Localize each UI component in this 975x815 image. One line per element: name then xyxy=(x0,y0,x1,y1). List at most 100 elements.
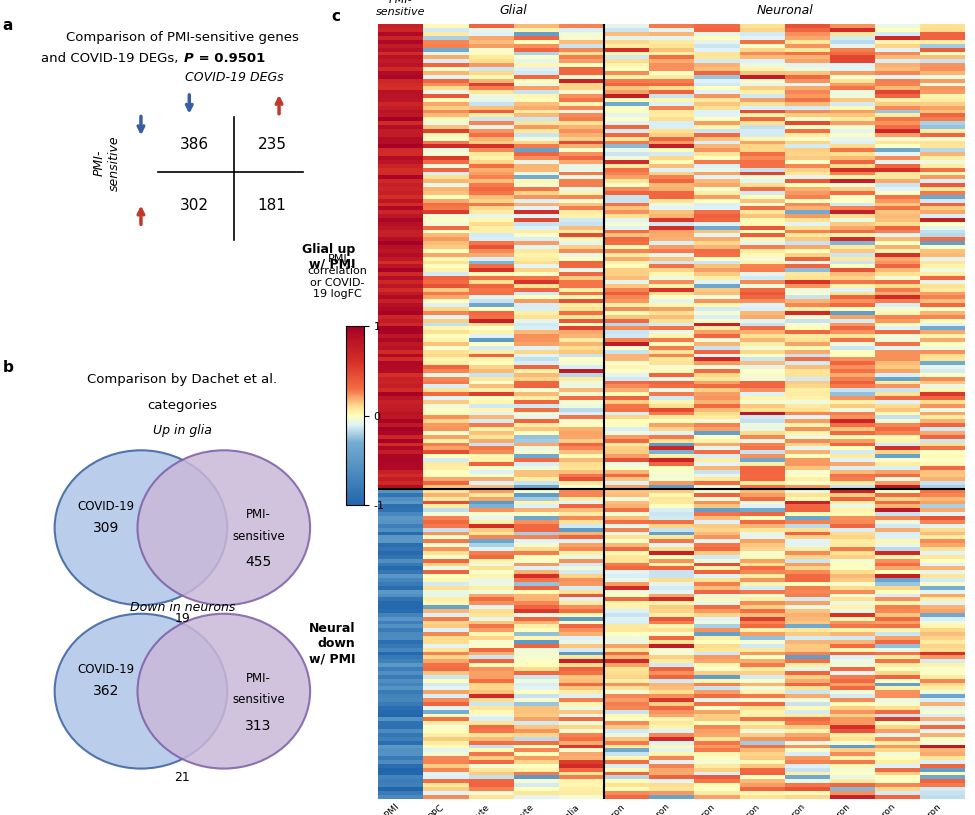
Bar xyxy=(423,582,469,586)
Bar xyxy=(378,98,423,102)
Bar xyxy=(739,617,785,621)
Bar xyxy=(694,392,739,396)
Bar xyxy=(604,392,649,396)
Bar xyxy=(920,469,965,474)
Bar xyxy=(649,717,694,721)
Bar xyxy=(739,528,785,531)
Ellipse shape xyxy=(55,614,227,769)
Bar xyxy=(469,253,514,257)
Bar xyxy=(649,292,694,295)
Bar xyxy=(378,51,423,55)
Bar xyxy=(423,509,469,513)
Bar xyxy=(694,624,739,628)
Bar xyxy=(604,330,649,334)
Bar xyxy=(694,327,739,330)
Bar xyxy=(423,416,469,419)
Bar xyxy=(875,760,920,764)
Text: L5/6 excitatory neuron: L5/6 excitatory neuron xyxy=(638,803,717,815)
Bar xyxy=(875,67,920,71)
Bar xyxy=(785,772,830,776)
Bar xyxy=(423,513,469,516)
Bar xyxy=(694,381,739,385)
Bar xyxy=(378,435,423,438)
Bar xyxy=(830,559,875,562)
Bar xyxy=(514,531,559,535)
Bar xyxy=(559,582,604,586)
Bar xyxy=(694,597,739,601)
Bar xyxy=(739,671,785,675)
Bar xyxy=(423,381,469,385)
Bar xyxy=(378,404,423,408)
Bar xyxy=(785,752,830,756)
Bar xyxy=(649,795,694,799)
Bar xyxy=(830,690,875,694)
Text: 181: 181 xyxy=(257,198,287,214)
Bar xyxy=(649,106,694,110)
Bar xyxy=(514,400,559,404)
Bar xyxy=(559,737,604,741)
Bar xyxy=(559,764,604,768)
Bar xyxy=(785,574,830,578)
Bar xyxy=(469,59,514,64)
Bar xyxy=(785,795,830,799)
Bar xyxy=(604,466,649,469)
Bar xyxy=(875,44,920,47)
Bar xyxy=(559,171,604,175)
Bar xyxy=(649,44,694,47)
Bar xyxy=(875,485,920,489)
Bar xyxy=(920,648,965,652)
Bar xyxy=(423,354,469,357)
Bar xyxy=(514,640,559,644)
Bar xyxy=(378,772,423,776)
Bar xyxy=(378,148,423,152)
Bar xyxy=(559,90,604,95)
Bar xyxy=(604,280,649,284)
Bar xyxy=(875,764,920,768)
Bar xyxy=(875,725,920,729)
Bar xyxy=(604,566,649,570)
Bar xyxy=(649,140,694,144)
Bar xyxy=(559,566,604,570)
Bar xyxy=(694,772,739,776)
Bar xyxy=(378,679,423,683)
Bar xyxy=(830,760,875,764)
Bar xyxy=(514,710,559,714)
Bar xyxy=(378,764,423,768)
Bar xyxy=(649,655,694,659)
Bar xyxy=(875,392,920,396)
Text: b: b xyxy=(3,360,14,375)
Bar xyxy=(875,597,920,601)
Bar xyxy=(649,562,694,566)
Bar xyxy=(785,547,830,551)
Bar xyxy=(469,71,514,75)
Bar xyxy=(559,528,604,531)
Bar xyxy=(604,303,649,307)
Bar xyxy=(830,609,875,613)
Bar xyxy=(920,214,965,218)
Bar xyxy=(378,562,423,566)
Bar xyxy=(514,497,559,500)
Bar xyxy=(739,156,785,160)
Bar xyxy=(920,551,965,555)
Bar xyxy=(469,109,514,113)
Bar xyxy=(694,400,739,404)
Bar xyxy=(514,152,559,156)
Bar xyxy=(378,106,423,110)
Bar xyxy=(378,79,423,82)
Bar xyxy=(604,586,649,590)
Bar xyxy=(559,768,604,772)
Bar xyxy=(378,102,423,106)
Bar xyxy=(875,357,920,361)
Bar xyxy=(514,474,559,478)
Bar xyxy=(830,381,875,385)
Bar xyxy=(739,55,785,59)
Bar xyxy=(739,292,785,295)
Bar xyxy=(875,493,920,496)
Bar xyxy=(875,593,920,597)
Bar xyxy=(875,516,920,520)
Bar xyxy=(830,222,875,226)
Bar xyxy=(739,636,785,640)
Bar xyxy=(830,315,875,319)
Bar xyxy=(785,416,830,419)
Bar xyxy=(739,164,785,168)
